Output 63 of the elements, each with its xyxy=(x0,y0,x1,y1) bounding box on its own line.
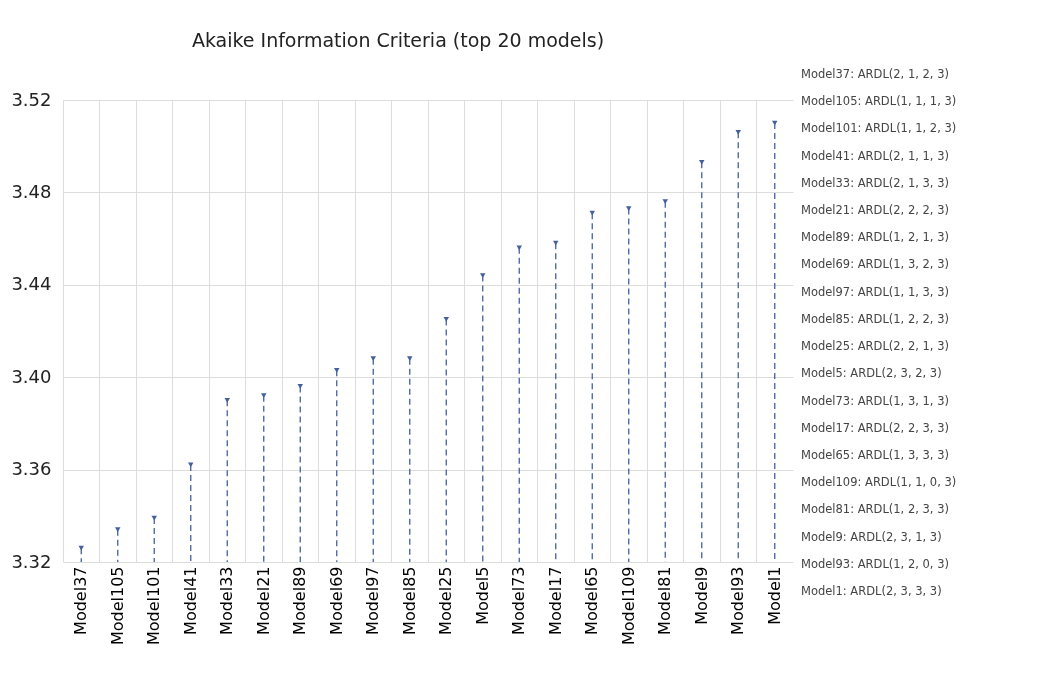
text: Model73: ARDL(1, 3, 1, 3) xyxy=(801,393,949,408)
x-tick-label: Model37 xyxy=(71,566,91,635)
point xyxy=(115,527,121,533)
x-tick-label: Model97 xyxy=(363,566,383,635)
y-tick-label: 3.40 xyxy=(11,365,52,387)
x-tick-label: Model89 xyxy=(290,566,310,635)
point xyxy=(334,367,340,373)
x-tick-label: Model85 xyxy=(399,566,419,635)
text: Model65: ARDL(1, 3, 3, 3) xyxy=(801,447,949,462)
point xyxy=(224,397,230,403)
point xyxy=(297,384,303,389)
text: Model109: ARDL(1, 1, 0, 3) xyxy=(801,475,957,490)
x-tick-label: Model1 xyxy=(764,566,784,625)
x-tick-label: Model21 xyxy=(253,566,273,635)
point xyxy=(626,206,632,211)
x-tick-label: Model73 xyxy=(509,566,529,635)
point xyxy=(589,210,595,216)
y-tick-label: 3.32 xyxy=(11,550,52,572)
y-tick-label: 3.44 xyxy=(11,273,52,295)
x-tick-label: Model69 xyxy=(326,566,346,635)
x-tick-label: Model41 xyxy=(180,566,200,635)
x-tick-label: Model105 xyxy=(107,566,127,646)
x-tick-label: Model25 xyxy=(436,566,456,635)
text: Model41: ARDL(2, 1, 1, 3) xyxy=(801,148,949,163)
text: Model37: ARDL(2, 1, 2, 3) xyxy=(801,67,949,81)
text: Model101: ARDL(1, 1, 2, 3) xyxy=(801,121,957,136)
text: Model97: ARDL(1, 1, 3, 3) xyxy=(801,284,949,299)
point xyxy=(516,245,522,251)
x-tick-label: Model33 xyxy=(217,566,237,635)
point xyxy=(370,356,376,362)
x-tick-label: Model17 xyxy=(545,566,565,635)
x-tick-label: Model65 xyxy=(582,566,602,635)
y-tick-label: 3.48 xyxy=(11,180,52,202)
point xyxy=(261,393,267,399)
x-tick-label: Model5 xyxy=(472,566,492,625)
text: Model21: ARDL(2, 2, 2, 3) xyxy=(801,203,949,218)
x-tick-label: Model109 xyxy=(618,566,638,646)
y-tick-label: 3.36 xyxy=(11,458,52,480)
text: Model93: ARDL(1, 2, 0, 3) xyxy=(801,556,949,571)
text: Model85: ARDL(1, 2, 2, 3) xyxy=(801,311,949,326)
text: Model33: ARDL(2, 1, 3, 3) xyxy=(801,175,949,190)
x-tick-label: Model93 xyxy=(728,566,748,635)
point xyxy=(662,199,668,205)
text: Model105: ARDL(1, 1, 1, 3) xyxy=(801,94,957,109)
point xyxy=(443,317,449,322)
point xyxy=(553,240,559,246)
point xyxy=(735,129,741,135)
x-tick-label: Model101 xyxy=(144,566,164,646)
y-tick-label: 3.52 xyxy=(11,88,52,110)
text: Model5: ARDL(2, 3, 2, 3) xyxy=(801,366,942,381)
text: Model9: ARDL(2, 3, 1, 3) xyxy=(801,529,942,544)
point xyxy=(699,160,705,165)
text: Model69: ARDL(1, 3, 2, 3) xyxy=(801,257,949,272)
chart-title: Akaike Information Criteria (top 20 models) xyxy=(191,29,605,51)
text: Model25: ARDL(2, 2, 1, 3) xyxy=(801,339,949,354)
text: Model89: ARDL(1, 2, 1, 3) xyxy=(801,230,949,245)
point xyxy=(407,356,413,362)
x-tick-label: Model9 xyxy=(691,566,711,625)
text: Model17: ARDL(2, 2, 3, 3) xyxy=(801,420,949,435)
text: Model1: ARDL(2, 3, 3, 3) xyxy=(801,584,942,598)
point xyxy=(480,273,486,278)
x-tick-label: Model81 xyxy=(655,566,675,635)
text: Model81: ARDL(1, 2, 3, 3) xyxy=(801,502,949,517)
